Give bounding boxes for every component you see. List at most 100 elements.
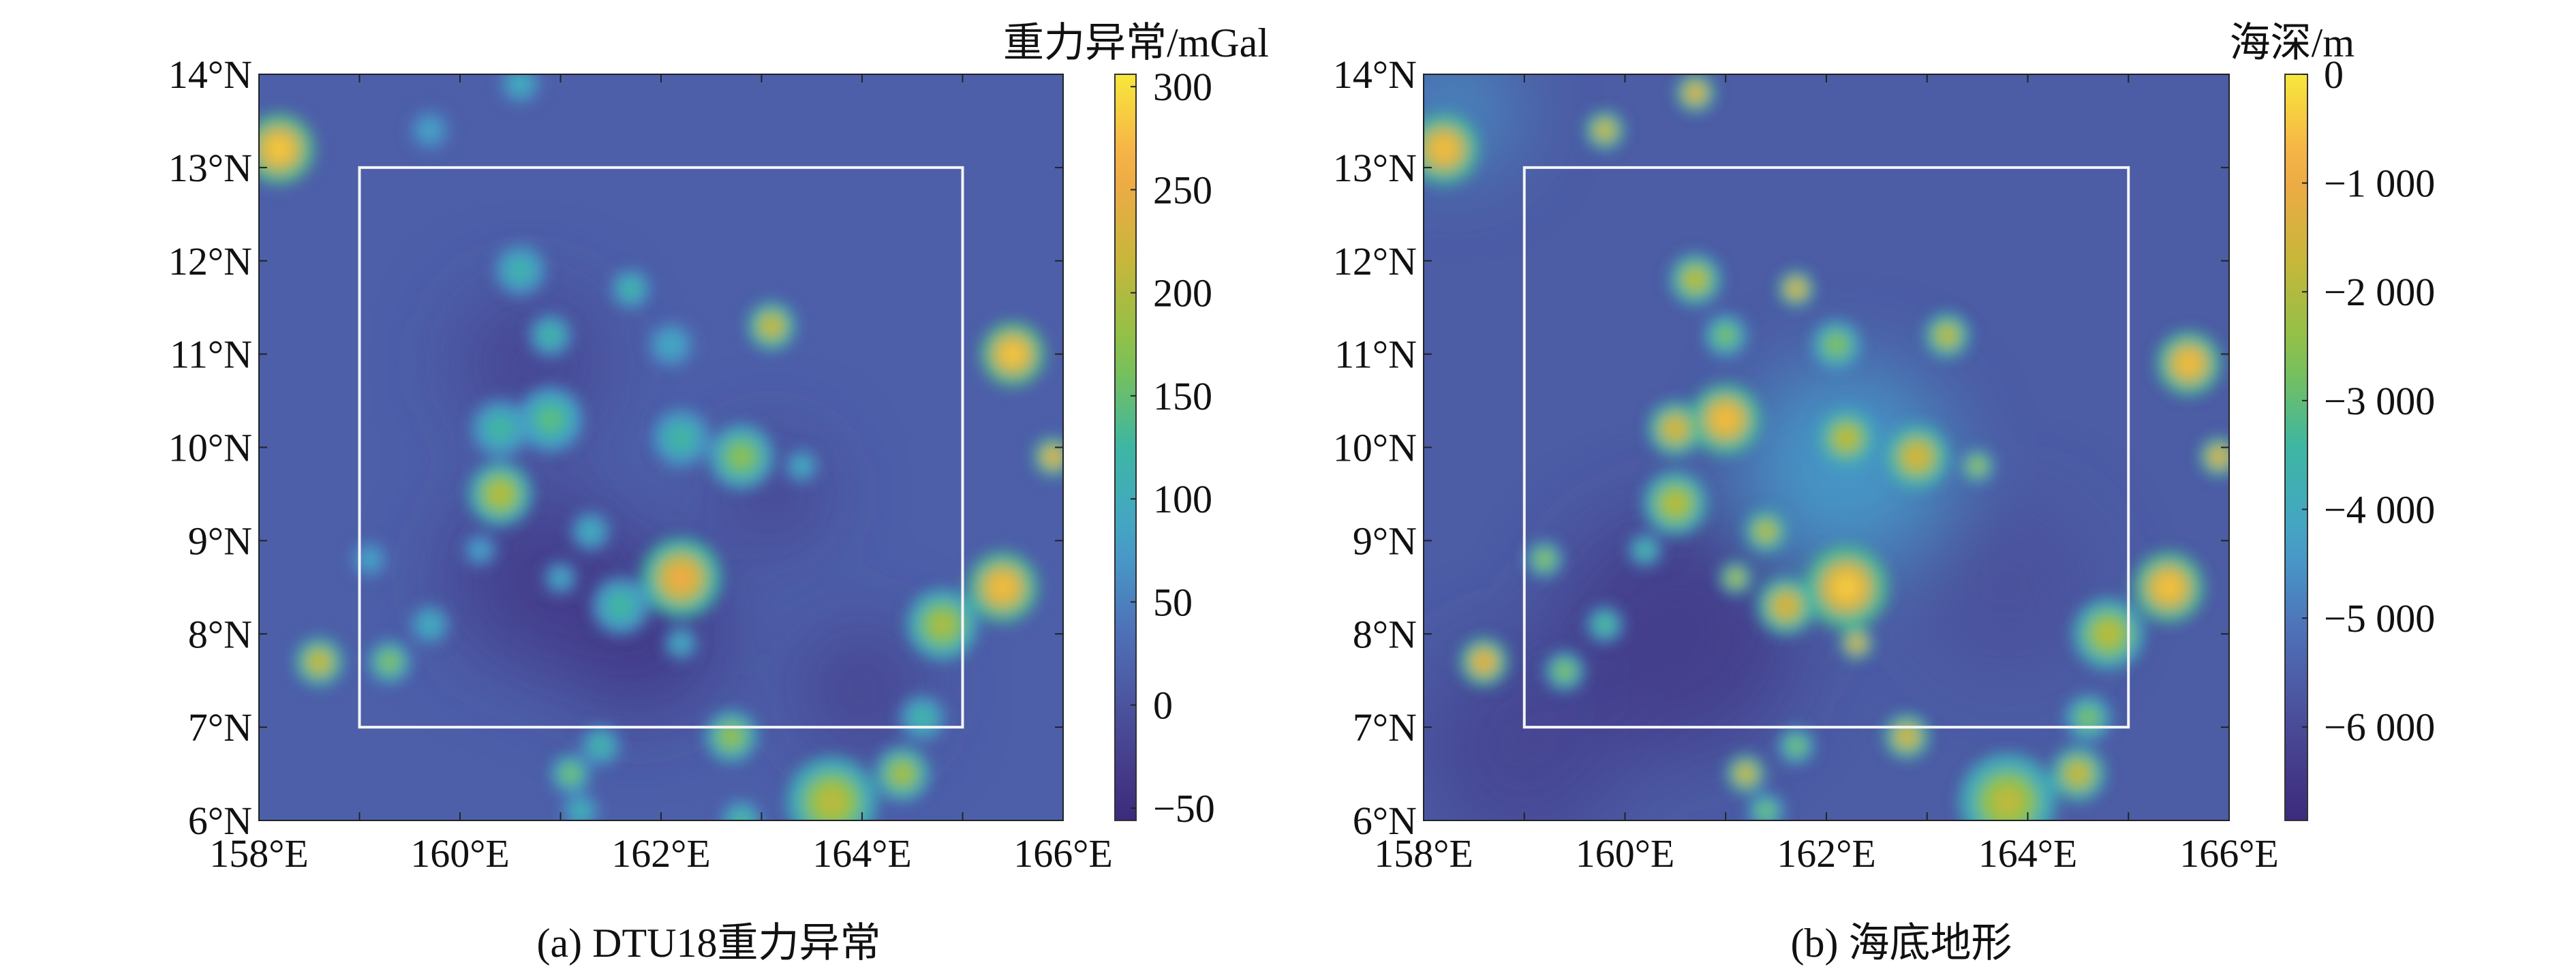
panel-b-anomaly-peak bbox=[1599, 619, 1611, 630]
panel-a-y-tick-label: 12°N bbox=[168, 239, 252, 283]
panel-a-anomaly-peak bbox=[364, 553, 375, 565]
panel-b-regional-field bbox=[1424, 74, 2089, 820]
panel-a-colorbar-tick-label: −50 bbox=[1153, 786, 1215, 831]
panel-b-x-tick-label: 166°E bbox=[2179, 831, 2279, 876]
panel-a-anomaly-peak bbox=[268, 138, 290, 160]
panel-a-study-area-box bbox=[358, 166, 964, 729]
panel-b-anomaly-peak bbox=[1432, 138, 1455, 160]
panel-a-anomaly-peak bbox=[676, 638, 686, 649]
panel-b-anomaly-peak bbox=[1759, 525, 1773, 538]
panel-a-anomaly-peak bbox=[584, 525, 597, 538]
panel-b-regional-cell bbox=[1424, 645, 1625, 820]
panel-b-anomaly-peak bbox=[1777, 596, 1796, 615]
panel-b-anomaly-peak bbox=[1539, 553, 1550, 565]
panel-b-heatmap bbox=[1424, 74, 2229, 820]
panel-b-anomaly-peak bbox=[1640, 544, 1651, 555]
panel-b-anomaly-peak bbox=[1714, 408, 1737, 431]
panel-a-anomaly-peak bbox=[555, 572, 566, 583]
panel-a-heatmap bbox=[259, 74, 1063, 820]
panel-b-x-tick-label: 160°E bbox=[1576, 831, 1675, 876]
panel-a-anomaly-peak bbox=[931, 613, 954, 636]
panel-b-anomaly-peak bbox=[1689, 87, 1702, 99]
panel-b-colorbar-tick-label: −6 000 bbox=[2324, 705, 2435, 750]
panel-a-anomaly-peak bbox=[1047, 450, 1060, 463]
panel-a-colorbar bbox=[1114, 74, 1137, 821]
panel-a-colorbar-tick-label: 150 bbox=[1153, 374, 1212, 418]
panel-b-anomaly-peak bbox=[2097, 622, 2119, 645]
panel-a-anomaly-peak bbox=[491, 419, 510, 438]
panel-b-anomaly-peak bbox=[1790, 283, 1802, 294]
panel-a-anomaly-peak bbox=[594, 739, 607, 752]
panel-a-anomaly-peak bbox=[797, 461, 807, 472]
panel-b-anomaly-peak bbox=[1687, 271, 1704, 288]
colorbar-title-b: 海深/m bbox=[2229, 20, 2355, 65]
panel-a-anomaly-peak bbox=[1002, 343, 1023, 365]
panel-b-anomaly-peak bbox=[2179, 353, 2199, 374]
panel-a-y-tick-label: 7°N bbox=[188, 705, 252, 750]
panel-b-colorbar-tick-label: −5 000 bbox=[2324, 596, 2435, 641]
panel-a-anomaly-peak bbox=[383, 655, 397, 668]
panel-b-anomaly-peak bbox=[1476, 654, 1492, 670]
panel-a-y-tick-label: 9°N bbox=[188, 519, 252, 563]
panel-b-anomaly-peak bbox=[1558, 665, 1571, 677]
panel-b-colorbar-tick-label: −4 000 bbox=[2324, 487, 2435, 532]
panel-b-anomaly-peak bbox=[1666, 420, 1684, 437]
panel-b-anomaly-peak bbox=[1828, 337, 1844, 353]
panel-a-x-tick-label: 160°E bbox=[410, 831, 510, 876]
panel-b-anomaly-peak bbox=[1851, 638, 1862, 649]
panel-a-anomaly-peak bbox=[735, 814, 748, 820]
panel-a-y-tick-label: 10°N bbox=[168, 426, 252, 470]
panel-a-anomaly-peak bbox=[723, 728, 740, 745]
panel-b-anomaly-peak bbox=[1739, 767, 1752, 780]
panel-b-study-area-box bbox=[1522, 166, 2130, 729]
panel-a-y-tick-label: 11°N bbox=[170, 333, 252, 377]
panel-a-anomaly-peak bbox=[992, 576, 1014, 599]
panel-a-anomaly-peak bbox=[423, 618, 436, 631]
panel-a-anomaly-peak bbox=[731, 446, 752, 467]
panel-b-anomaly-peak bbox=[1730, 572, 1741, 583]
colorbar-title-a: 重力异常/mGal bbox=[1003, 20, 1269, 65]
panel-b-anomaly-peak bbox=[2213, 450, 2226, 463]
panel-b-y-tick-label: 6°N bbox=[1353, 799, 1417, 843]
panel-b-y-tick-label: 11°N bbox=[1334, 333, 1417, 377]
panel-a-anomaly-peak bbox=[490, 484, 510, 504]
panel-a-anomaly-peak bbox=[544, 328, 557, 342]
panel-a-anomaly-peak bbox=[311, 654, 327, 670]
panel-b-anomaly-peak bbox=[1790, 740, 1802, 752]
panel-b-anomaly-peak bbox=[2158, 576, 2180, 599]
panel-a-anomaly-peak bbox=[514, 77, 527, 90]
caption-b: (b) 海底地形 bbox=[1790, 921, 2012, 966]
panel-b-y-tick-label: 8°N bbox=[1353, 612, 1417, 656]
panel-b-anomaly-peak bbox=[1972, 461, 1983, 472]
panel-a-x-tick-label: 158°E bbox=[209, 831, 309, 876]
panel-b-colorbar-tick-label: −1 000 bbox=[2324, 162, 2435, 206]
panel-b-y-tick-label: 12°N bbox=[1333, 239, 1417, 283]
panel-b-anomaly-peak bbox=[1939, 328, 1954, 343]
panel-a-anomaly-peak bbox=[672, 429, 690, 448]
panel-b-regional-cell bbox=[1927, 506, 2089, 668]
panel-b-colorbar bbox=[2284, 74, 2308, 821]
panel-b-y-tick-label: 14°N bbox=[1333, 52, 1417, 97]
panel-a-regional-cell bbox=[801, 629, 923, 750]
panel-b-anomaly-peak bbox=[1719, 328, 1732, 342]
panel-a-anomaly-peak bbox=[564, 767, 577, 780]
panel-b-y-tick-label: 13°N bbox=[1333, 146, 1417, 190]
panel-a-anomaly-peak bbox=[624, 282, 637, 295]
panel-b-anomaly-peak bbox=[1665, 493, 1686, 514]
panel-a-colorbar-tick-label: 300 bbox=[1153, 65, 1212, 109]
panel-b-x-tick-label: 162°E bbox=[1777, 831, 1876, 876]
panel-b-anomaly-peak bbox=[1907, 446, 1927, 467]
panel-b-colorbar-tick-label: −2 000 bbox=[2324, 270, 2435, 314]
panel-a-anomaly-peak bbox=[475, 544, 485, 555]
caption-a: (a) DTU18重力异常 bbox=[536, 921, 881, 966]
panel-b-x-tick-label: 158°E bbox=[1374, 831, 1473, 876]
panel-a-anomaly-peak bbox=[611, 596, 630, 615]
panel-b-anomaly-peak bbox=[1992, 786, 2023, 817]
panel-b-anomaly-peak bbox=[2081, 711, 2096, 725]
panel-a-colorbar-tick-label: 200 bbox=[1153, 271, 1212, 316]
panel-b-colorbar-tick-label: −3 000 bbox=[2324, 379, 2435, 423]
panel-a-anomaly-peak bbox=[669, 565, 694, 591]
panel-b-colorbar-tick-label: 0 bbox=[2324, 52, 2344, 97]
panel-a-x-tick-label: 164°E bbox=[812, 831, 912, 876]
